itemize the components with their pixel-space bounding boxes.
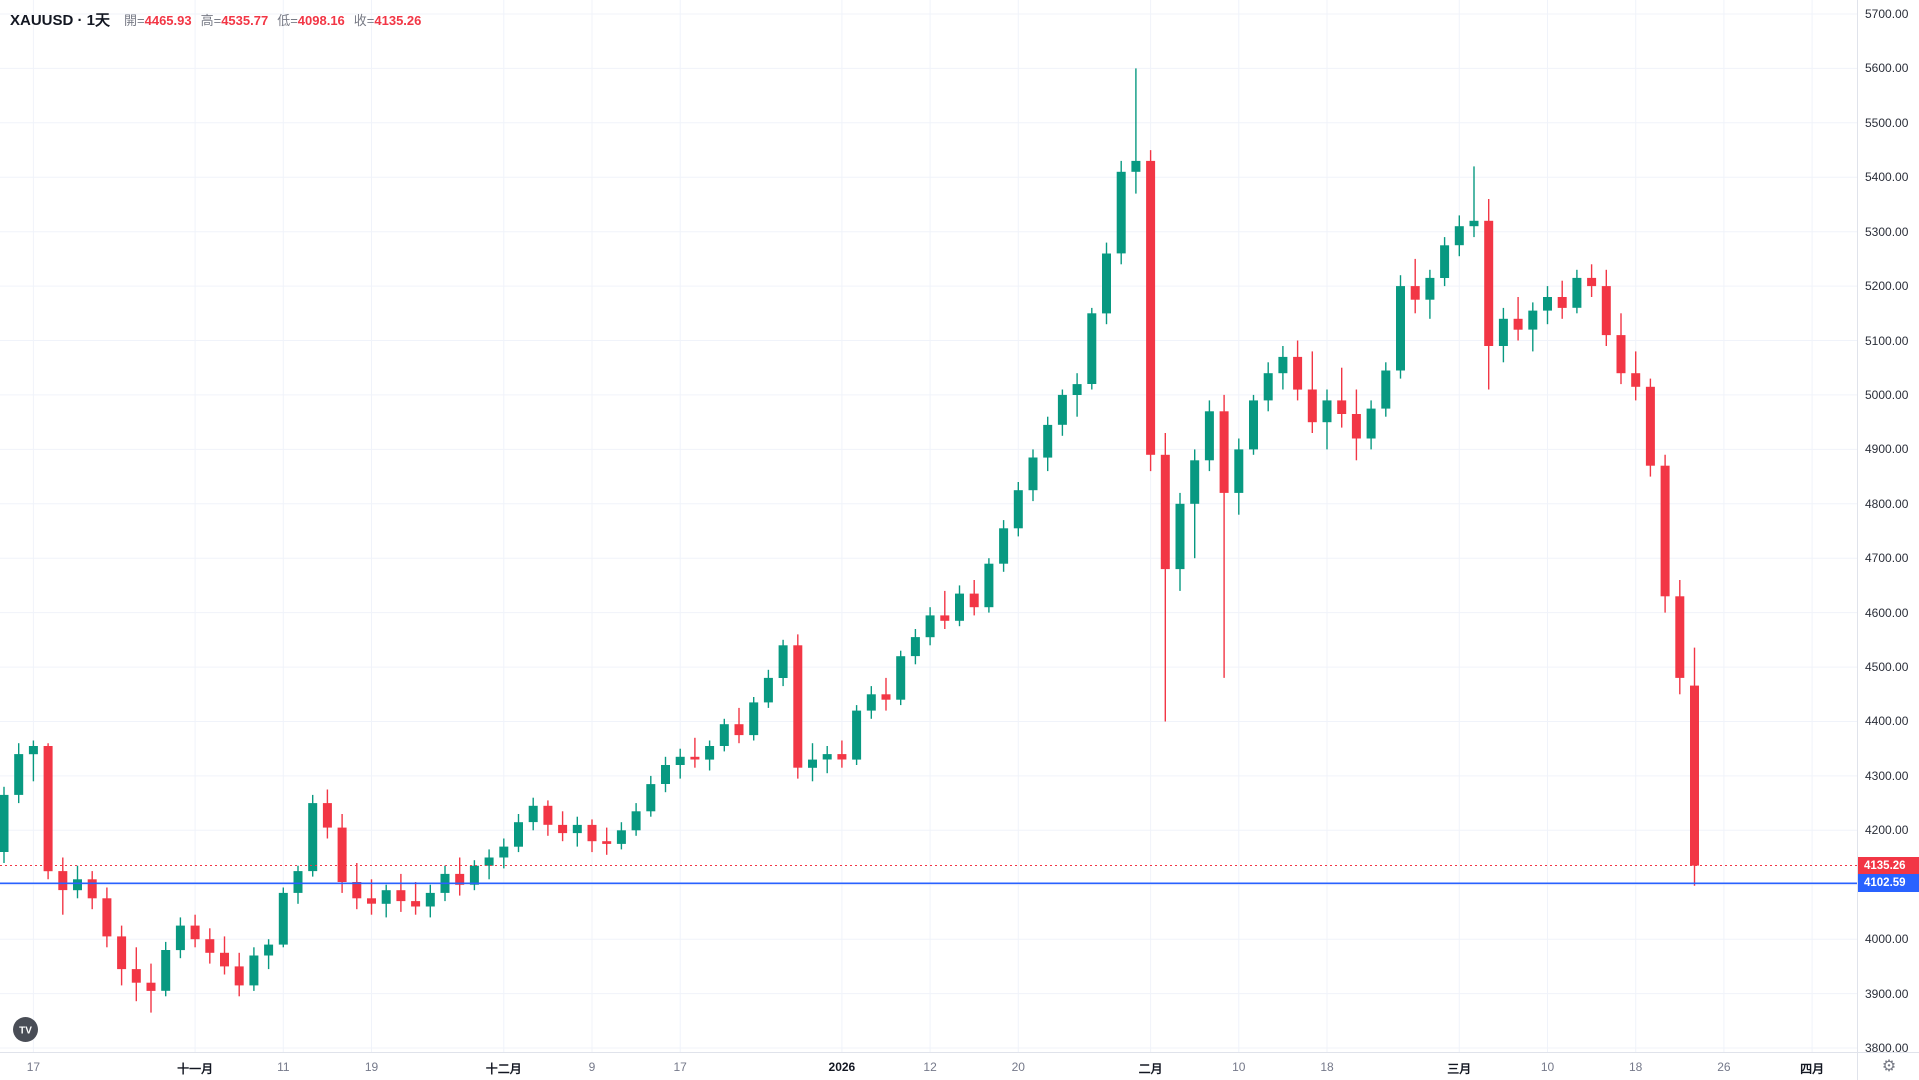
time-tick-label: 十二月 (485, 1062, 522, 1076)
symbol-title[interactable]: XAUUSD · 1天 (10, 12, 111, 29)
candlestick-chart[interactable] (0, 0, 1857, 1052)
price-tick-label: 4900.00 (1865, 442, 1909, 457)
open-value: 開=4465.93 (124, 13, 192, 28)
time-tick-label: 十一月 (177, 1062, 214, 1076)
candles-layer (0, 68, 1699, 1013)
svg-text:TV: TV (19, 1026, 32, 1037)
time-tick-label: 三月 (1447, 1062, 1472, 1076)
axis-corner: ⚙ (1857, 1052, 1919, 1080)
price-tick-label: 3900.00 (1865, 986, 1909, 1001)
time-tick-label: 26 (1717, 1060, 1731, 1074)
last-price-badge: 4135.26 (1858, 856, 1919, 875)
time-tick-label: 18 (1629, 1060, 1643, 1074)
price-tick-label: 5500.00 (1865, 115, 1909, 130)
low-value: 低=4098.16 (277, 13, 345, 28)
time-tick-label: 18 (1320, 1060, 1334, 1074)
time-tick-label: 12 (923, 1060, 937, 1074)
price-tick-label: 5400.00 (1865, 170, 1909, 185)
price-tick-label: 4700.00 (1865, 551, 1909, 566)
price-tick-label: 3800.00 (1865, 1041, 1909, 1055)
price-tick-label: 5700.00 (1865, 7, 1909, 21)
ohlc-values: 開=4465.93 高=4535.77 低=4098.16 收=4135.26 (124, 10, 421, 29)
high-value: 高=4535.77 (200, 13, 269, 28)
time-tick-label: 四月 (1800, 1062, 1825, 1076)
price-tick-label: 5000.00 (1865, 387, 1909, 402)
price-tick-label: 4200.00 (1865, 823, 1909, 838)
gear-icon[interactable]: ⚙ (1881, 1058, 1897, 1075)
time-tick-label: 17 (26, 1060, 41, 1074)
time-tick-label: 二月 (1138, 1062, 1163, 1076)
time-tick-label: 17 (673, 1060, 687, 1074)
price-tick-label: 4500.00 (1865, 660, 1909, 675)
time-tick-label: 19 (364, 1060, 379, 1074)
time-tick-label: 2026 (828, 1060, 856, 1074)
price-tick-label: 5200.00 (1865, 279, 1909, 294)
time-tick-label: 10 (1540, 1060, 1555, 1074)
price-tick-label: 5300.00 (1865, 224, 1909, 239)
time-tick-label: 10 (1232, 1060, 1246, 1074)
symbol-legend: XAUUSD · 1天 開=4465.93 高=4535.77 低=4098.1… (10, 9, 421, 30)
price-tick-label: 4800.00 (1865, 496, 1909, 511)
price-axis[interactable]: 5700.00 5600.00 5500.00 5400.00 5300.00 5200.… (1857, 0, 1919, 1055)
grid-layer (0, 0, 1857, 1052)
time-tick-label: 20 (1011, 1060, 1025, 1074)
time-axis[interactable]: 17 十一月 11 19 十二月 9 17 2026 12 20 二月 10 18 三月 10 18 26 四月 (0, 1052, 1857, 1080)
time-tick-label: 11 (277, 1060, 290, 1074)
tradingview-logo[interactable]: TV (12, 1016, 39, 1043)
line-price-badge: 4102.59 (1858, 874, 1919, 893)
close-value: 收=4135.26 (353, 13, 422, 28)
price-tick-label: 4000.00 (1865, 932, 1909, 947)
price-tick-label: 5600.00 (1865, 61, 1909, 76)
price-tick-label: 5100.00 (1865, 333, 1909, 348)
price-tick-label: 4300.00 (1865, 768, 1909, 783)
price-tick-label: 4600.00 (1865, 605, 1909, 620)
price-tick-label: 4400.00 (1865, 714, 1909, 729)
time-tick-label: 9 (588, 1060, 596, 1074)
